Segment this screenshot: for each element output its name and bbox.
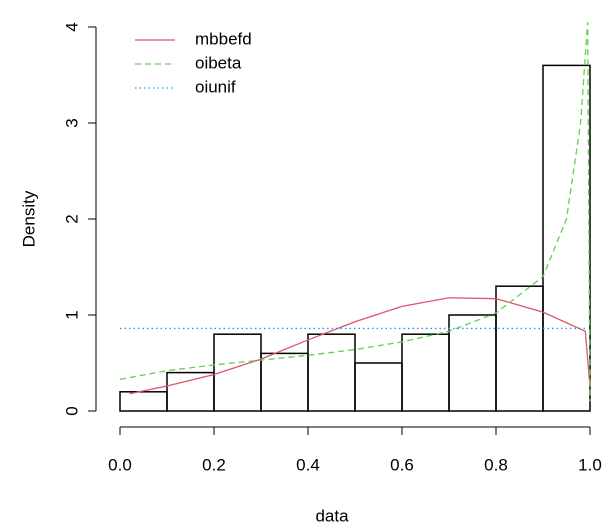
legend-label: oiunif [195, 77, 236, 96]
bar [354, 362, 403, 412]
y-tick-label: 0 [62, 406, 81, 415]
legend-label: mbbefd [195, 29, 252, 48]
legend-label: oibeta [195, 53, 242, 72]
bar [166, 371, 215, 412]
y-tick-label: 2 [62, 214, 81, 223]
y-tick-label: 4 [62, 22, 81, 31]
x-axis-label: data [315, 506, 349, 525]
x-tick-label: 0.6 [390, 455, 414, 474]
y-tick-label: 3 [62, 118, 81, 127]
density-line [129, 297, 591, 395]
bar [307, 333, 356, 412]
y-tick-label: 1 [62, 310, 81, 319]
bar [542, 64, 591, 412]
x-tick-label: 1.0 [578, 455, 602, 474]
bar [260, 352, 309, 412]
x-tick-label: 0.2 [202, 455, 226, 474]
bar [401, 333, 450, 412]
density-line [119, 22, 591, 402]
bar [119, 391, 168, 412]
y-axis-label: Density [19, 190, 38, 247]
x-tick-label: 0.8 [484, 455, 508, 474]
x-tick-label: 0.4 [296, 455, 320, 474]
x-tick-label: 0.0 [108, 455, 132, 474]
bar [448, 314, 497, 412]
